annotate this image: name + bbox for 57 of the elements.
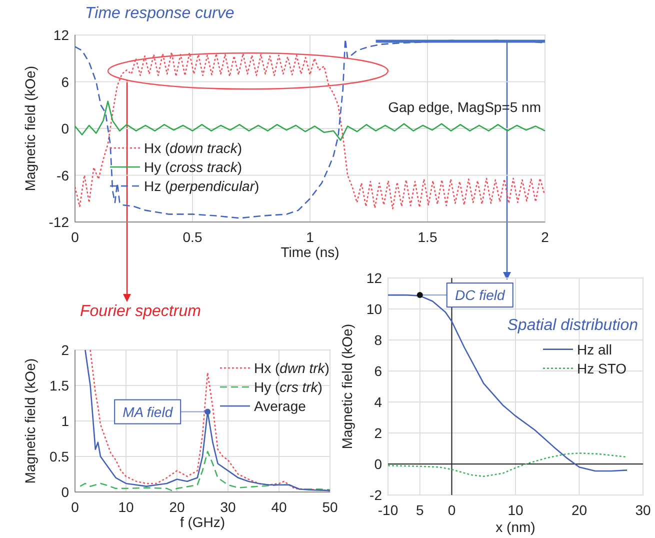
- x-tick-label: 0: [71, 229, 80, 245]
- y-tick-label: 10: [366, 301, 382, 317]
- y-tick-label: 2: [374, 425, 382, 441]
- x-tick-label: 2: [541, 229, 550, 245]
- y-tick-label: 1.5: [50, 378, 70, 394]
- legend-label: Hz all: [577, 341, 612, 358]
- y-tick-label: 8: [374, 332, 382, 348]
- y-tick-label: 0: [61, 120, 70, 136]
- y-tick-label: -12: [48, 214, 70, 230]
- x-tick-label: 50: [322, 499, 338, 515]
- chart-title: Time response curve: [85, 5, 234, 22]
- chart-title: Fourier spectrum: [80, 303, 201, 320]
- annotation: DC field: [454, 287, 506, 304]
- legend-label: Hz (perpendicular): [144, 178, 260, 194]
- y-tick-label: 0: [374, 456, 382, 472]
- legend-label: Average: [254, 398, 306, 414]
- legend-label: Hy (cross track): [144, 158, 242, 175]
- legend-label: Hz STO: [577, 360, 627, 376]
- y-tick-label: 6: [374, 363, 382, 379]
- legend-label: Hy (crs trk): [254, 379, 322, 395]
- x-tick-label: 1: [306, 229, 314, 245]
- x-tick-label: 30: [220, 499, 236, 515]
- x-tick-label: 10: [118, 499, 134, 515]
- x-axis-title: f (GHz): [180, 514, 226, 530]
- y-tick-label: 2: [61, 342, 70, 358]
- y-tick-label: 12: [53, 27, 70, 43]
- y-tick-label: -2: [370, 487, 382, 503]
- x-axis-title: x (nm): [496, 519, 536, 535]
- x-tick-label: 40: [271, 499, 287, 515]
- x-tick-label: 10: [508, 502, 524, 518]
- text: Spatial distribution: [507, 317, 638, 334]
- x-tick-label: 0: [71, 499, 80, 515]
- legend-label: Hx (down track): [144, 140, 242, 156]
- x-tick-label: 20: [169, 499, 185, 515]
- annotation: MA field: [122, 404, 174, 420]
- line-series: [79, 450, 331, 492]
- x-axis-title: Time (ns): [280, 244, 340, 260]
- y-axis-title: Magnetic field (kOe): [22, 358, 38, 484]
- y-tick-label: 12: [366, 270, 382, 286]
- x-tick-label: 5: [416, 502, 424, 518]
- y-axis-title: Magnetic field (kOe): [22, 66, 38, 192]
- line-series: [387, 452, 628, 478]
- y-tick-label: 1: [61, 413, 70, 429]
- y-tick-label: 0.5: [50, 448, 70, 464]
- x-tick-label: 30: [635, 502, 651, 518]
- y-axis-title: Magnetic field (kOe): [339, 324, 355, 450]
- x-tick-label: 20: [571, 502, 588, 518]
- y-tick-label: 6: [61, 74, 70, 90]
- y-tick-label: 4: [374, 394, 382, 410]
- x-tick-label: 0.5: [182, 229, 202, 245]
- y-tick-label: -6: [56, 167, 70, 184]
- x-tick-label: 0: [448, 502, 456, 518]
- x-tick-label: -10: [378, 502, 398, 518]
- line-series: [74, 100, 546, 141]
- x-tick-label: 1.5: [418, 229, 438, 245]
- y-tick-label: 0: [61, 484, 70, 500]
- legend-label: Hx (dwn trk): [254, 360, 330, 376]
